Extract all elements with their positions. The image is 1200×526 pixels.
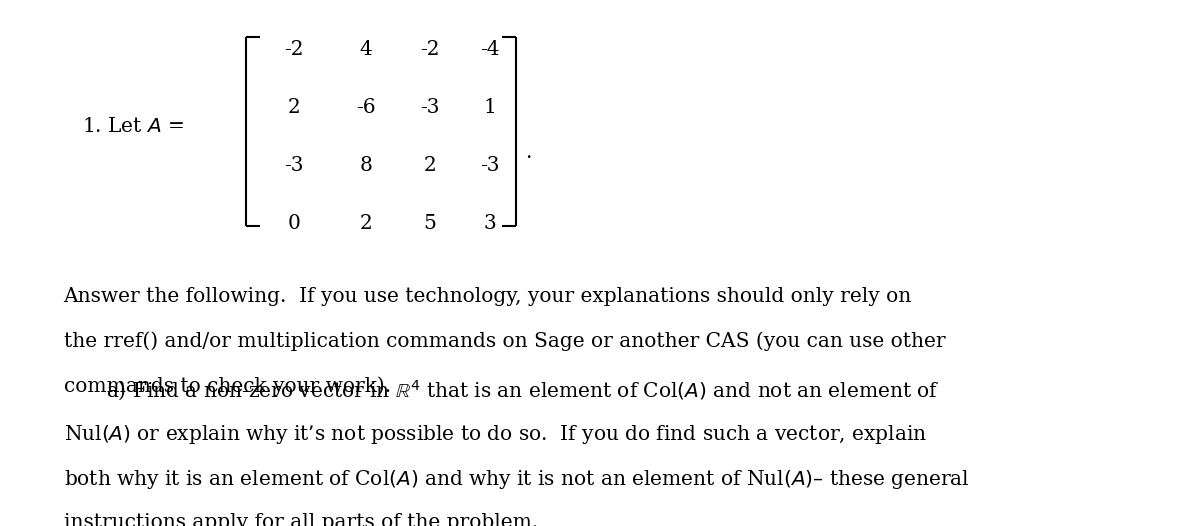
Text: 2: 2 [360, 214, 372, 233]
Text: 8: 8 [360, 156, 372, 175]
Text: instructions apply for all parts of the problem.: instructions apply for all parts of the … [64, 513, 538, 526]
Text: a) Find a non-zero vector in $\mathbb{R}^4$ that is an element of Col$(A)$ and n: a) Find a non-zero vector in $\mathbb{R}… [106, 379, 940, 403]
Text: -2: -2 [420, 41, 439, 59]
Text: -6: -6 [356, 98, 376, 117]
Text: -3: -3 [284, 156, 304, 175]
Text: 3: 3 [484, 214, 496, 233]
Text: 5: 5 [424, 214, 436, 233]
Text: .: . [526, 143, 532, 162]
Text: -3: -3 [480, 156, 499, 175]
Text: 2: 2 [288, 98, 300, 117]
Text: Nul$(A)$ or explain why it’s not possible to do so.  If you do find such a vecto: Nul$(A)$ or explain why it’s not possibl… [64, 423, 926, 447]
Text: the rref() and/or multiplication commands on Sage or another CAS (you can use ot: the rref() and/or multiplication command… [64, 331, 946, 351]
Text: 1. Let $A$ =: 1. Let $A$ = [82, 117, 184, 136]
Text: 1: 1 [484, 98, 496, 117]
Text: -3: -3 [420, 98, 439, 117]
Text: 0: 0 [288, 214, 300, 233]
Text: 4: 4 [360, 41, 372, 59]
Text: both why it is an element of Col$(A)$ and why it is not an element of Nul$(A)$– : both why it is an element of Col$(A)$ an… [64, 468, 970, 491]
Text: commands to check your work).: commands to check your work). [64, 376, 391, 396]
Text: -2: -2 [284, 41, 304, 59]
Text: -4: -4 [480, 41, 499, 59]
Text: 2: 2 [424, 156, 436, 175]
Text: Answer the following.  If you use technology, your explanations should only rely: Answer the following. If you use technol… [64, 287, 912, 306]
